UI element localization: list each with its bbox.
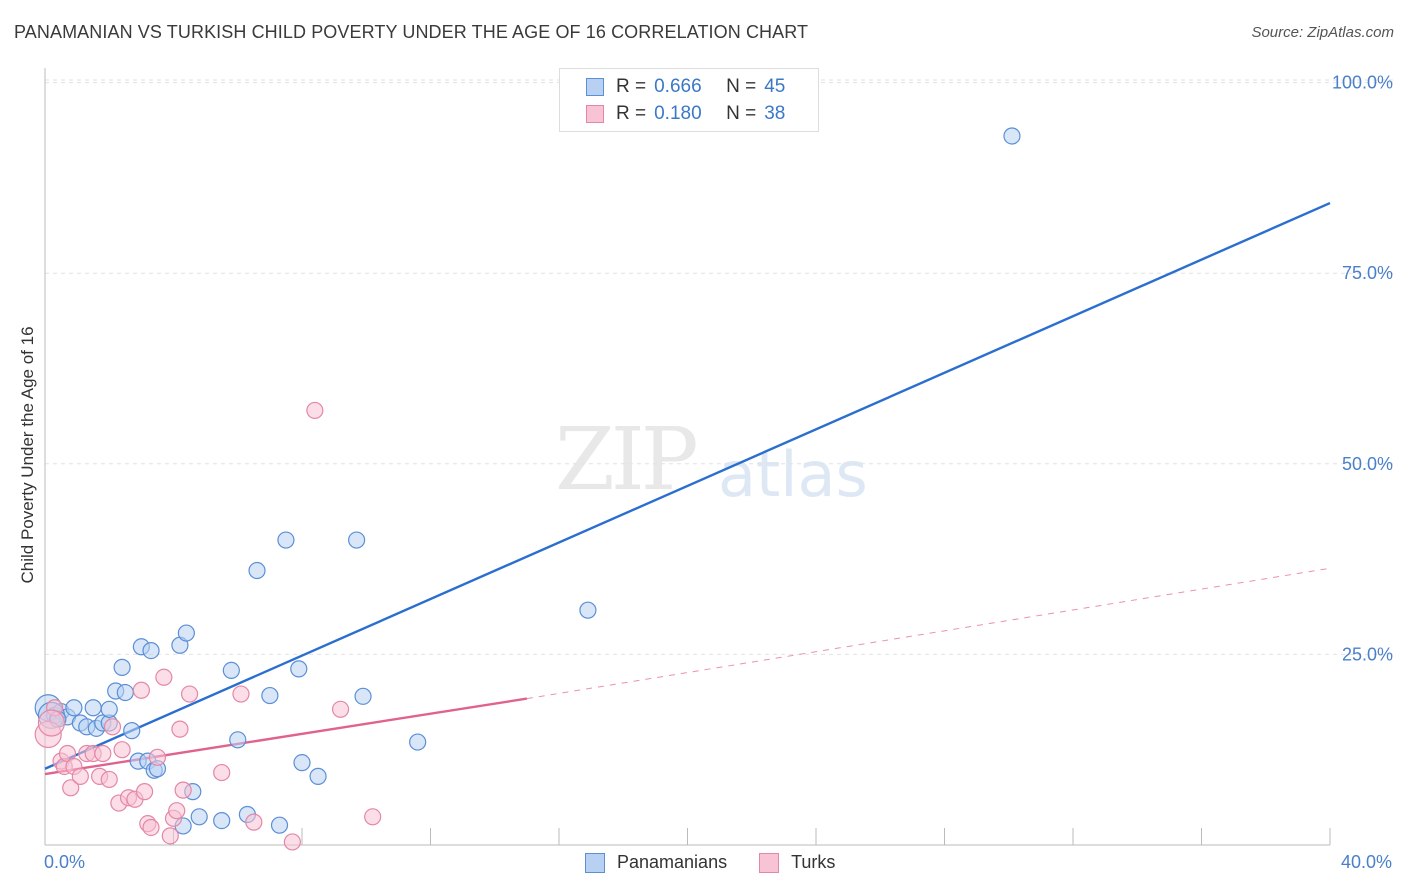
point-panamanian: [409, 733, 427, 751]
legend-row-turks: R = 0.180 N = 38: [586, 102, 785, 126]
point-panamanian: [123, 722, 141, 740]
point-panamanian: [293, 754, 311, 772]
x-tick-label-min: 0.0%: [44, 852, 86, 872]
x-tick-label-max: 40.0%: [1340, 852, 1392, 872]
point-panamanian: [309, 767, 327, 785]
legend-n-value: 45: [764, 76, 786, 97]
point-turk: [132, 681, 150, 699]
point-panamanian: [177, 624, 195, 642]
point-panamanian: [142, 641, 160, 660]
y-axis-label: Child Poverty Under the Age of 16: [18, 326, 37, 584]
point-panamanian: [248, 561, 266, 580]
y-tick-label: 75.0%: [1342, 263, 1393, 283]
point-turk: [364, 808, 382, 826]
point-panamanian: [222, 661, 240, 680]
point-turk: [103, 718, 122, 736]
correlation-legend: R = 0.666 N = 45 R = 0.180 N = 38: [559, 68, 819, 132]
series-legend-panamanians: Panamanians: [585, 852, 727, 873]
legend-swatch-blue: [586, 78, 604, 96]
point-turk: [245, 813, 263, 831]
point-panamanian: [261, 686, 279, 705]
point-turk: [94, 744, 112, 763]
legend-r-label: R =: [616, 103, 647, 124]
legend-r-value: 0.180: [654, 103, 702, 124]
point-turk: [148, 748, 167, 766]
point-panamanian: [190, 808, 208, 826]
point-panamanian: [229, 731, 247, 749]
grid-layer: [45, 79, 1393, 655]
point-panamanian: [65, 699, 83, 717]
legend-r-label: R =: [616, 76, 647, 97]
point-panamanian: [270, 816, 289, 834]
y-tick-label: 100.0%: [1332, 73, 1393, 93]
watermark-zip: ZIP: [555, 410, 699, 510]
point-panamanian: [100, 700, 118, 718]
watermark-atlas: atlas: [718, 438, 868, 511]
legend-swatch-pink: [586, 105, 604, 123]
series-swatch-pink: [759, 852, 780, 873]
point-panamanian: [116, 683, 134, 702]
trend-lines-layer: [44, 201, 1331, 776]
point-turk: [213, 763, 231, 782]
legend-r-value: 0.666: [654, 76, 702, 97]
point-panamanian: [348, 531, 366, 549]
point-turk: [306, 401, 324, 420]
y-tick-label: 25.0%: [1342, 644, 1393, 664]
point-panamanian: [354, 687, 372, 705]
series-legend: Panamanians Turks: [585, 852, 867, 873]
trend-line-turks: [526, 567, 1331, 700]
series-legend-turks: Turks: [759, 852, 835, 873]
point-panamanian: [579, 601, 597, 619]
point-turk: [37, 709, 66, 737]
axes-layer: [44, 68, 1331, 846]
source-credit: Source: ZipAtlas.com: [1251, 24, 1394, 41]
point-turk: [71, 767, 89, 785]
point-panamanian: [84, 699, 102, 717]
point-turk: [174, 781, 192, 799]
point-turk: [135, 783, 154, 801]
trend-line-turks: [44, 697, 528, 776]
point-turk: [62, 779, 80, 797]
point-turk: [180, 685, 199, 703]
point-turk: [331, 700, 350, 718]
legend-row-panamanians: R = 0.666 N = 45: [586, 75, 785, 99]
legend-n-label: N =: [726, 76, 757, 97]
series-label-panamanians: Panamanians: [617, 852, 728, 872]
point-turk: [168, 802, 186, 820]
point-turk: [283, 833, 301, 851]
point-panamanian: [290, 660, 308, 678]
series-swatch-blue: [585, 852, 605, 873]
point-panamanian: [113, 658, 131, 676]
point-turk: [100, 770, 118, 789]
point-panamanian: [277, 531, 295, 549]
point-turk: [155, 668, 173, 686]
chart-title: PANAMANIAN VS TURKISH CHILD POVERTY UNDE…: [14, 22, 809, 42]
point-turk: [113, 741, 131, 759]
point-panamanian: [213, 812, 231, 830]
legend-n-value: 38: [764, 103, 786, 124]
point-turk: [171, 720, 189, 738]
point-turk: [142, 818, 160, 837]
series-label-turks: Turks: [791, 852, 836, 872]
y-tick-labels: 25.0% 50.0% 75.0% 100.0%: [1332, 73, 1393, 665]
point-panamanian: [1003, 127, 1021, 145]
point-turk: [232, 685, 250, 703]
points-layer: [34, 127, 1021, 851]
trend-line-panamanians: [44, 201, 1331, 770]
point-turk: [161, 827, 179, 845]
y-tick-label: 50.0%: [1342, 454, 1393, 474]
legend-n-label: N =: [726, 103, 757, 124]
